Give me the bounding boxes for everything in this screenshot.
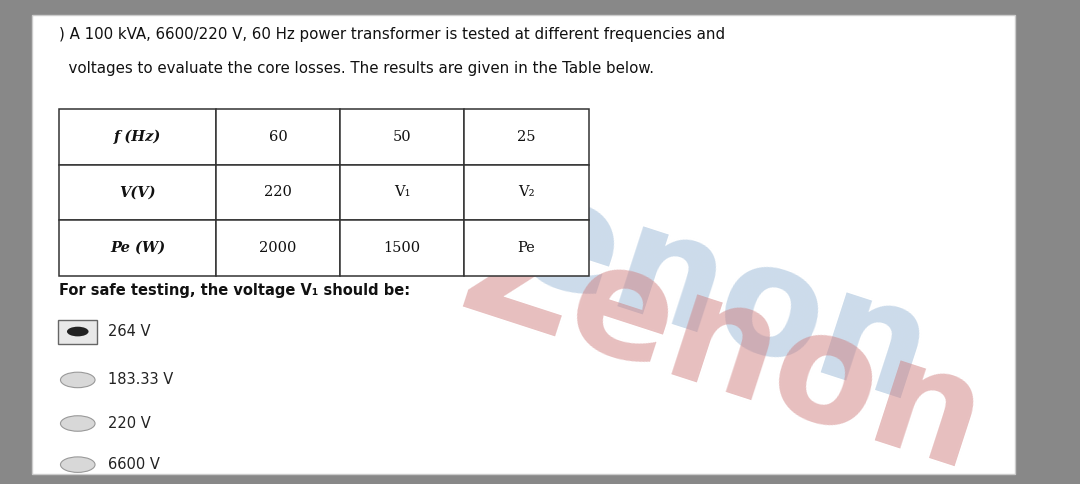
Text: Zenon: Zenon bbox=[445, 195, 1002, 484]
Bar bbox=[340, 220, 464, 276]
Text: 60: 60 bbox=[269, 130, 287, 144]
Text: For safe testing, the voltage V₁ should be:: For safe testing, the voltage V₁ should … bbox=[59, 283, 410, 298]
Bar bbox=[216, 109, 340, 165]
FancyBboxPatch shape bbox=[32, 15, 1015, 474]
Bar bbox=[58, 320, 97, 344]
Circle shape bbox=[67, 327, 89, 336]
Bar bbox=[340, 109, 464, 165]
Bar bbox=[59, 220, 216, 276]
Circle shape bbox=[60, 372, 95, 388]
Text: V₂: V₂ bbox=[518, 185, 535, 199]
Text: 25: 25 bbox=[517, 130, 536, 144]
Text: 6600 V: 6600 V bbox=[108, 457, 160, 472]
Bar bbox=[216, 220, 340, 276]
Bar bbox=[464, 220, 589, 276]
Bar bbox=[340, 165, 464, 220]
Circle shape bbox=[60, 416, 95, 431]
Text: voltages to evaluate the core losses. The results are given in the Table below.: voltages to evaluate the core losses. Th… bbox=[59, 60, 654, 76]
Bar bbox=[216, 165, 340, 220]
Circle shape bbox=[60, 457, 95, 472]
Text: V(V): V(V) bbox=[120, 185, 156, 199]
Text: 50: 50 bbox=[393, 130, 411, 144]
Bar bbox=[464, 109, 589, 165]
Text: 220: 220 bbox=[265, 185, 292, 199]
Bar bbox=[59, 109, 216, 165]
Text: 220 V: 220 V bbox=[108, 416, 151, 431]
Text: 183.33 V: 183.33 V bbox=[108, 373, 173, 387]
Text: ) A 100 kVA, 6600/220 V, 60 Hz power transformer is tested at different frequenc: ) A 100 kVA, 6600/220 V, 60 Hz power tra… bbox=[59, 27, 726, 42]
Text: 1500: 1500 bbox=[383, 241, 421, 255]
Text: Pe (W): Pe (W) bbox=[110, 241, 165, 255]
Text: Zenon: Zenon bbox=[391, 127, 948, 435]
Text: 2000: 2000 bbox=[259, 241, 297, 255]
Bar bbox=[464, 165, 589, 220]
Bar bbox=[59, 165, 216, 220]
Text: Pe: Pe bbox=[517, 241, 536, 255]
Text: f (Hz): f (Hz) bbox=[114, 130, 161, 144]
Text: V₁: V₁ bbox=[394, 185, 410, 199]
Text: 264 V: 264 V bbox=[108, 324, 150, 339]
